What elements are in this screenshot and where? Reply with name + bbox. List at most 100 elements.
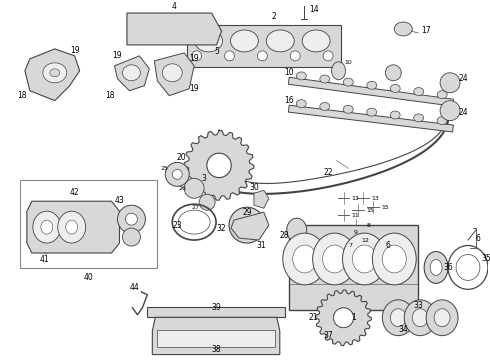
Text: 5: 5	[214, 48, 219, 57]
Polygon shape	[231, 212, 269, 240]
Ellipse shape	[293, 245, 317, 273]
Bar	[147, 307, 285, 317]
Ellipse shape	[283, 233, 327, 285]
Ellipse shape	[296, 72, 306, 80]
Ellipse shape	[367, 81, 377, 89]
Ellipse shape	[390, 111, 400, 119]
Ellipse shape	[394, 22, 412, 36]
Ellipse shape	[184, 178, 204, 198]
Ellipse shape	[440, 101, 460, 121]
Text: 22: 22	[324, 168, 333, 177]
Ellipse shape	[165, 162, 189, 186]
Text: 9: 9	[353, 230, 358, 235]
Text: 43: 43	[115, 196, 124, 205]
Ellipse shape	[343, 78, 353, 86]
Text: 19: 19	[113, 51, 122, 60]
Text: 44: 44	[129, 283, 139, 292]
Text: 24: 24	[458, 74, 468, 83]
Ellipse shape	[33, 211, 61, 243]
Text: 42: 42	[70, 188, 79, 197]
Polygon shape	[115, 56, 149, 91]
Text: 18: 18	[17, 91, 26, 100]
Text: 21: 21	[309, 313, 318, 322]
Ellipse shape	[229, 207, 265, 243]
Ellipse shape	[230, 30, 258, 52]
Bar	[289, 225, 418, 310]
Polygon shape	[154, 53, 194, 96]
Ellipse shape	[382, 300, 414, 336]
Ellipse shape	[41, 220, 53, 234]
Text: 12: 12	[362, 238, 369, 243]
Text: 37: 37	[324, 331, 334, 340]
Text: 23: 23	[172, 221, 182, 230]
Bar	[157, 330, 275, 347]
Ellipse shape	[334, 308, 353, 328]
Ellipse shape	[437, 91, 447, 99]
Ellipse shape	[412, 309, 428, 327]
Ellipse shape	[162, 64, 182, 82]
Text: 20: 20	[176, 153, 186, 162]
Ellipse shape	[122, 228, 141, 246]
Polygon shape	[184, 131, 254, 200]
Ellipse shape	[332, 62, 345, 80]
Polygon shape	[127, 13, 221, 45]
Ellipse shape	[334, 308, 353, 328]
Text: 27: 27	[191, 205, 199, 210]
Ellipse shape	[440, 73, 460, 93]
Text: 29: 29	[242, 208, 252, 217]
Text: 32: 32	[216, 224, 226, 233]
Text: 7: 7	[348, 243, 352, 248]
Text: 4: 4	[172, 1, 177, 10]
Text: 38: 38	[211, 345, 221, 354]
Ellipse shape	[320, 103, 330, 111]
Ellipse shape	[224, 51, 235, 61]
Text: 17: 17	[421, 27, 431, 36]
Ellipse shape	[172, 169, 182, 179]
Ellipse shape	[323, 51, 333, 61]
Ellipse shape	[382, 245, 406, 273]
Ellipse shape	[199, 194, 215, 210]
Ellipse shape	[343, 233, 386, 285]
Text: 39: 39	[211, 303, 221, 312]
Text: 8: 8	[367, 222, 370, 228]
Ellipse shape	[287, 218, 307, 242]
Text: 35: 35	[481, 255, 490, 264]
Text: 25: 25	[160, 166, 168, 171]
Text: 34: 34	[398, 325, 408, 334]
Bar	[20, 180, 157, 268]
Text: 11: 11	[352, 213, 359, 218]
Polygon shape	[25, 49, 80, 101]
Ellipse shape	[343, 105, 353, 113]
Ellipse shape	[352, 245, 376, 273]
Text: 40: 40	[84, 273, 94, 282]
Ellipse shape	[192, 51, 201, 61]
Ellipse shape	[313, 233, 356, 285]
Polygon shape	[152, 317, 280, 355]
Ellipse shape	[290, 51, 300, 61]
Ellipse shape	[385, 65, 401, 81]
Ellipse shape	[424, 252, 448, 283]
Ellipse shape	[43, 63, 67, 83]
Ellipse shape	[434, 309, 450, 327]
Text: 13: 13	[351, 196, 359, 201]
Text: 41: 41	[40, 256, 49, 265]
Text: 15: 15	[367, 208, 374, 213]
Text: 13: 13	[371, 196, 379, 201]
Ellipse shape	[66, 220, 77, 234]
Text: 19: 19	[189, 84, 199, 93]
Polygon shape	[254, 190, 269, 208]
Ellipse shape	[267, 30, 294, 52]
Ellipse shape	[125, 213, 137, 225]
Ellipse shape	[257, 51, 268, 61]
Ellipse shape	[302, 30, 330, 52]
Text: 19: 19	[189, 54, 199, 63]
Ellipse shape	[195, 30, 222, 52]
Text: 18: 18	[105, 91, 114, 100]
Ellipse shape	[296, 100, 306, 108]
Polygon shape	[316, 290, 371, 346]
Text: 3: 3	[202, 174, 207, 183]
Ellipse shape	[50, 69, 60, 77]
Text: 6: 6	[475, 234, 480, 243]
Text: 26: 26	[178, 186, 186, 191]
Ellipse shape	[404, 300, 436, 336]
